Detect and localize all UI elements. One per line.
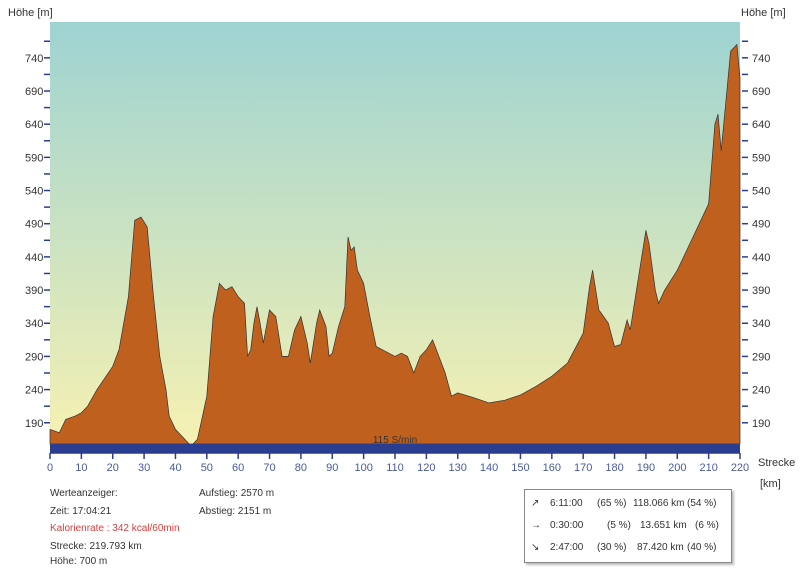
x-tick-label: 140: [480, 462, 498, 474]
calorie-rate: Kalorienrate : 342 kcal/60min: [50, 523, 180, 534]
x-tick-label: 100: [354, 462, 372, 474]
flat-arrow-icon: →: [531, 520, 541, 531]
ascent-value: Aufstieg: 2570 m: [199, 488, 275, 499]
y-tick-label-right: 740: [752, 53, 770, 65]
elevation-chart: 115 S/min Höhe [m] Höhe [m] Strecke [km]…: [8, 7, 795, 490]
x-tick-label: 20: [107, 462, 119, 474]
summary-time-pct: (5 %): [607, 520, 631, 531]
x-tick-label: 180: [605, 462, 623, 474]
y-tick-label-right: 390: [752, 285, 770, 297]
summary-row-flat: → 0:30:00 (5 %) 13.651 km (6 %): [525, 517, 731, 537]
x-tick-label: 200: [668, 462, 686, 474]
descent-value: Abstieg: 2151 m: [199, 506, 272, 517]
time-value: Zeit: 17:04:21: [50, 506, 112, 517]
x-tick-label: 50: [201, 462, 213, 474]
y-tick-label-left: 540: [25, 186, 43, 198]
y-tick-label-left: 190: [25, 418, 43, 430]
summary-time: 0:30:00: [550, 520, 584, 531]
x-tick-label: 110: [386, 462, 404, 474]
y-tick-label-left: 340: [25, 318, 43, 330]
y-tick-label-left: 290: [25, 351, 43, 363]
y-tick-label-right: 640: [752, 119, 770, 131]
y-tick-label-right: 190: [752, 418, 770, 430]
downhill-arrow-icon: ↘: [531, 542, 540, 553]
y-tick-label-right: 540: [752, 186, 770, 198]
x-tick-label: 70: [263, 462, 275, 474]
summary-row-uphill: ↗ 6:11:00 (65 %) 118.066 km (54 %): [525, 495, 731, 515]
uphill-arrow-icon: ↗: [531, 498, 540, 509]
x-tick-label: 90: [326, 462, 338, 474]
y-tick-label-right: 440: [752, 252, 770, 264]
y-tick-label-left: 740: [25, 53, 43, 65]
summary-time: 2:47:00: [550, 542, 584, 553]
distance-value: Strecke: 219.793 km: [50, 541, 142, 552]
summary-time: 6:11:00: [550, 498, 583, 509]
y-tick-label-right: 240: [752, 385, 770, 397]
x-tick-label: 220: [731, 462, 749, 474]
y-tick-label-left: 240: [25, 385, 43, 397]
y-tick-label-left: 690: [25, 86, 43, 98]
x-tick-label: 30: [138, 462, 150, 474]
x-tick-label: 130: [449, 462, 467, 474]
x-tick-label: 160: [543, 462, 561, 474]
elevation-area: [49, 43, 741, 447]
summary-time-pct: (30 %): [597, 542, 627, 553]
summary-distance-pct: (40 %): [687, 542, 717, 553]
cadence-band: [50, 444, 740, 453]
value-display-label: Werteanzeiger:: [50, 488, 118, 499]
y-tick-label-right: 690: [752, 86, 770, 98]
y-tick-label-left: 490: [25, 219, 43, 231]
y-tick-label-right: 590: [752, 152, 770, 164]
x-tick-label: 80: [295, 462, 307, 474]
elevation-value: Höhe: 700 m: [50, 556, 108, 567]
x-axis-label: Strecke: [758, 457, 795, 469]
y-tick-label-left: 640: [25, 119, 43, 131]
summary-distance: 87.420 km: [637, 542, 684, 553]
summary-row-downhill: ↘ 2:47:00 (30 %) 87.420 km (40 %): [525, 539, 731, 559]
x-tick-label: 0: [47, 462, 53, 474]
y-tick-label-right: 290: [752, 351, 770, 363]
summary-box: ↗ 6:11:00 (65 %) 118.066 km (54 %) → 0:3…: [524, 489, 732, 563]
y-tick-label-left: 590: [25, 152, 43, 164]
summary-time-pct: (65 %): [597, 498, 627, 509]
y-axis-label-left: Höhe [m]: [8, 7, 53, 19]
x-tick-label: 190: [637, 462, 655, 474]
x-tick-label: 210: [699, 462, 717, 474]
y-tick-label-right: 340: [752, 318, 770, 330]
y-tick-label-right: 490: [752, 219, 770, 231]
x-tick-label: 40: [169, 462, 181, 474]
summary-distance-pct: (54 %): [687, 498, 717, 509]
x-tick-label: 60: [232, 462, 244, 474]
x-tick-label: 170: [574, 462, 592, 474]
x-tick-label: 150: [511, 462, 529, 474]
y-axis-label-right: Höhe [m]: [741, 7, 786, 19]
x-axis-unit: [km]: [760, 478, 781, 490]
cadence-label: 115 S/min: [373, 435, 417, 446]
y-tick-label-left: 390: [25, 285, 43, 297]
summary-distance: 118.066 km: [633, 498, 685, 509]
summary-distance-pct: (6 %): [695, 520, 719, 531]
y-tick-label-left: 440: [25, 252, 43, 264]
x-tick-label: 10: [75, 462, 87, 474]
x-tick-label: 120: [417, 462, 435, 474]
summary-distance: 13.651 km: [640, 520, 687, 531]
